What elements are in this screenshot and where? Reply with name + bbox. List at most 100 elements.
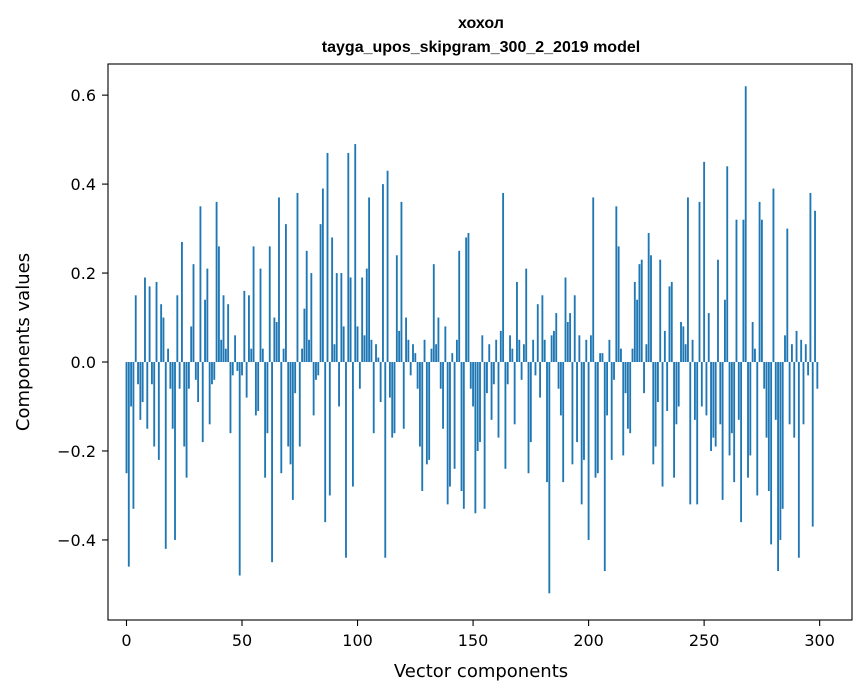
bar-component-147 <box>465 237 468 363</box>
bar-component-249 <box>700 362 703 407</box>
bar-component-67 <box>280 362 283 474</box>
bar-component-18 <box>167 348 169 363</box>
bar-component-138 <box>444 326 447 363</box>
bar-component-35 <box>206 268 209 363</box>
bar-component-276 <box>763 362 766 389</box>
bar-component-233 <box>663 330 666 363</box>
bar-component-279 <box>770 362 773 545</box>
bar-component-93 <box>340 273 343 363</box>
bar-component-108 <box>375 344 377 363</box>
x-axis-ticks: 0 50 100 150 200 250 300 <box>121 620 835 650</box>
y-tick-label: 0.0 <box>71 353 96 372</box>
bar-component-150 <box>472 362 474 407</box>
bar-component-87 <box>326 152 329 363</box>
bars-group <box>125 86 819 594</box>
bar-component-178 <box>536 304 539 363</box>
bar-component-163 <box>502 192 505 363</box>
bar-component-298 <box>814 210 816 363</box>
bar-component-117 <box>395 255 398 363</box>
bar-component-290 <box>795 330 798 363</box>
bar-component-171 <box>520 362 523 380</box>
bar-component-136 <box>439 362 442 389</box>
bar-component-71 <box>289 362 292 465</box>
bar-component-145 <box>460 362 463 492</box>
bar-component-146 <box>462 362 465 509</box>
bar-component-194 <box>573 295 576 363</box>
bar-component-234 <box>666 362 669 411</box>
bar-component-226 <box>647 233 650 363</box>
bar-component-253 <box>710 362 712 451</box>
bar-component-83 <box>317 362 320 376</box>
bar-component-100 <box>356 326 359 363</box>
bar-component-215 <box>622 362 625 456</box>
bar-component-207 <box>603 362 606 572</box>
bar-component-275 <box>760 219 763 363</box>
bar-component-110 <box>379 362 382 403</box>
bar-component-21 <box>174 362 176 540</box>
bar-component-111 <box>382 184 384 363</box>
bar-component-7 <box>141 362 144 403</box>
bar-component-175 <box>529 362 532 443</box>
bar-component-217 <box>626 362 629 429</box>
bar-component-102 <box>361 277 364 363</box>
bar-component-96 <box>347 152 350 363</box>
bar-component-70 <box>287 362 290 447</box>
bar-component-267 <box>742 219 745 363</box>
bar-component-61 <box>266 362 269 434</box>
bar-component-115 <box>391 362 394 438</box>
bar-component-79 <box>308 339 310 363</box>
bar-component-292 <box>800 339 803 363</box>
bar-component-52 <box>245 362 248 398</box>
bar-component-158 <box>490 362 493 420</box>
bar-component-88 <box>328 362 331 496</box>
bar-component-16 <box>162 317 165 363</box>
bar-component-216 <box>624 362 627 394</box>
bar-component-211 <box>613 362 615 380</box>
bar-component-240 <box>680 321 682 363</box>
bar-component-206 <box>601 353 604 363</box>
bar-component-286 <box>786 228 789 363</box>
bar-component-264 <box>735 219 738 363</box>
bar-component-49 <box>238 362 241 576</box>
bar-component-105 <box>368 197 371 363</box>
bar-component-185 <box>553 330 555 363</box>
bar-component-32 <box>199 206 202 363</box>
bar-component-202 <box>592 197 595 363</box>
bar-component-36 <box>208 362 211 425</box>
bar-component-210 <box>610 362 613 460</box>
bar-component-98 <box>352 362 354 487</box>
y-tick-label: −0.2 <box>57 442 96 461</box>
bar-component-130 <box>425 362 428 465</box>
bar-component-34 <box>204 299 206 363</box>
bar-component-90 <box>333 344 336 363</box>
bar-component-157 <box>488 344 491 363</box>
bar-component-82 <box>315 362 317 380</box>
bar-component-219 <box>631 348 634 363</box>
bar-component-142 <box>453 362 456 469</box>
bar-component-1 <box>127 362 130 567</box>
bar-component-103 <box>363 335 366 363</box>
bar-component-183 <box>548 362 551 594</box>
bar-component-198 <box>583 362 585 460</box>
bar-component-227 <box>650 255 652 363</box>
bar-component-133 <box>432 264 435 363</box>
bar-component-160 <box>495 339 498 363</box>
bar-component-184 <box>550 335 553 363</box>
bar-component-50 <box>241 362 243 376</box>
bar-component-144 <box>458 250 461 363</box>
bar-component-64 <box>273 317 276 363</box>
bar-component-139 <box>446 362 449 505</box>
bar-component-20 <box>171 362 174 429</box>
bar-component-254 <box>712 362 715 438</box>
bar-component-193 <box>571 362 574 465</box>
x-tick-label: 150 <box>458 631 489 650</box>
bar-component-182 <box>546 362 548 483</box>
bar-component-251 <box>705 362 708 416</box>
bar-component-19 <box>169 362 172 389</box>
bar-component-179 <box>539 362 541 398</box>
bar-component-77 <box>303 308 306 363</box>
bar-component-84 <box>319 224 322 363</box>
y-axis-label: Components values <box>13 253 34 431</box>
x-axis-label: Vector components <box>394 661 568 682</box>
